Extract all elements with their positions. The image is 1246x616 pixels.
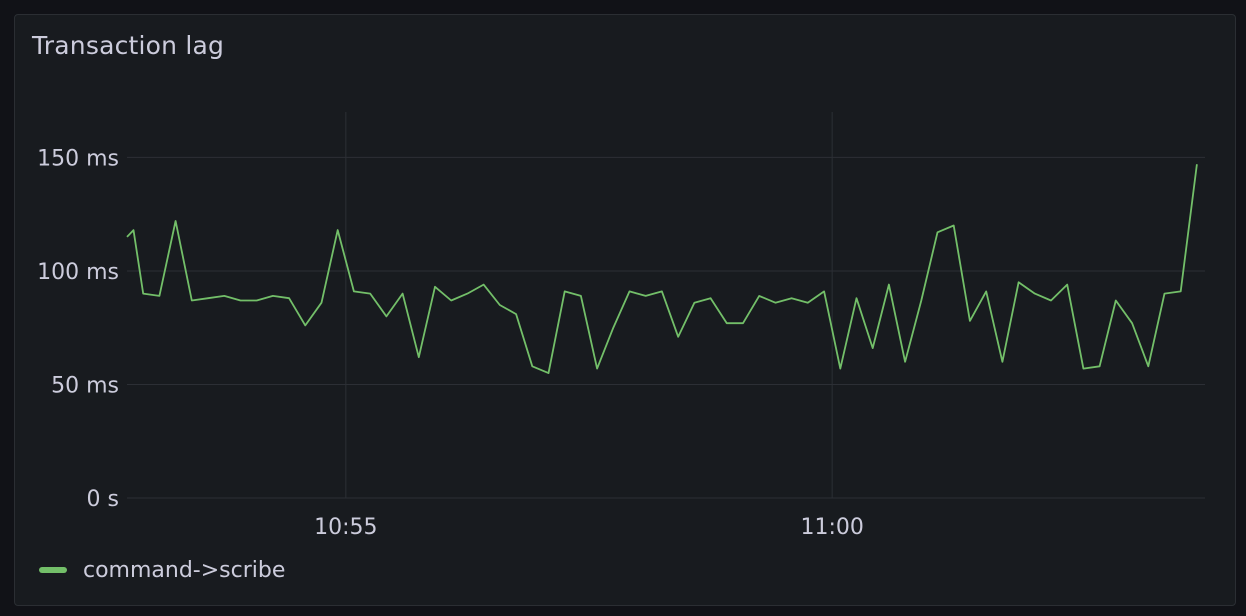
chart-panel: Transaction lag command->scribe (14, 14, 1236, 606)
legend-swatch-command-scribe[interactable] (39, 567, 67, 573)
data-point[interactable] (131, 227, 137, 233)
data-point[interactable] (1178, 288, 1184, 294)
data-point[interactable] (805, 300, 811, 306)
data-point[interactable] (497, 302, 503, 308)
data-point[interactable] (821, 288, 827, 294)
data-point[interactable] (335, 227, 341, 233)
panel-title[interactable]: Transaction lag (32, 31, 225, 60)
data-point[interactable] (1080, 366, 1086, 372)
data-point[interactable] (772, 300, 778, 306)
legend: command->scribe (39, 555, 285, 585)
y-tick-label: 50 ms (51, 373, 119, 398)
data-point[interactable] (935, 229, 941, 235)
y-tick-label: 150 ms (37, 146, 119, 171)
data-point[interactable] (286, 295, 292, 301)
data-point[interactable] (740, 320, 746, 326)
data-point[interactable] (432, 284, 438, 290)
data-point[interactable] (1048, 298, 1054, 304)
data-point[interactable] (1129, 320, 1135, 326)
data-point[interactable] (1162, 291, 1168, 297)
data-point[interactable] (594, 366, 600, 372)
data-point[interactable] (156, 293, 162, 299)
data-point[interactable] (691, 300, 697, 306)
data-point[interactable] (708, 295, 714, 301)
data-point[interactable] (724, 320, 730, 326)
data-point[interactable] (1064, 282, 1070, 288)
series-line-command-scribe[interactable] (126, 164, 1198, 375)
data-point[interactable] (189, 298, 195, 304)
data-point[interactable] (481, 282, 487, 288)
data-point[interactable] (529, 363, 535, 369)
data-point[interactable] (221, 293, 227, 299)
x-tick-label: 10:55 (314, 515, 377, 540)
y-tick-label: 0 s (87, 487, 119, 512)
data-point[interactable] (1113, 298, 1119, 304)
data-point[interactable] (951, 223, 957, 229)
data-point[interactable] (205, 295, 211, 301)
data-point[interactable] (173, 218, 179, 224)
data-point[interactable] (416, 354, 422, 360)
data-point[interactable] (870, 345, 876, 351)
data-point[interactable] (999, 359, 1005, 365)
data-point[interactable] (918, 298, 924, 304)
y-tick-label: 100 ms (37, 260, 119, 285)
data-point[interactable] (902, 359, 908, 365)
data-point[interactable] (270, 293, 276, 299)
data-point[interactable] (367, 291, 373, 297)
data-point[interactable] (643, 293, 649, 299)
data-point[interactable] (789, 295, 795, 301)
data-point[interactable] (854, 295, 860, 301)
data-point[interactable] (546, 370, 552, 376)
data-point[interactable] (238, 298, 244, 304)
data-point[interactable] (983, 288, 989, 294)
data-point[interactable] (400, 291, 406, 297)
data-point[interactable] (140, 291, 146, 297)
data-point[interactable] (1194, 161, 1200, 167)
data-point[interactable] (675, 334, 681, 340)
x-tick-label: 11:00 (800, 515, 863, 540)
data-point[interactable] (448, 298, 454, 304)
data-point[interactable] (756, 293, 762, 299)
data-point[interactable] (302, 322, 308, 328)
data-point[interactable] (1016, 279, 1022, 285)
data-point[interactable] (886, 282, 892, 288)
data-point[interactable] (464, 291, 470, 297)
legend-label-command-scribe[interactable]: command->scribe (83, 557, 286, 583)
data-point[interactable] (513, 311, 519, 317)
data-point[interactable] (627, 288, 633, 294)
data-point[interactable] (967, 318, 973, 324)
data-point[interactable] (351, 288, 357, 294)
data-point[interactable] (1145, 363, 1151, 369)
data-point[interactable] (319, 300, 325, 306)
data-point[interactable] (837, 366, 843, 372)
data-point[interactable] (578, 293, 584, 299)
data-point[interactable] (254, 298, 260, 304)
data-point[interactable] (383, 313, 389, 319)
data-point[interactable] (610, 325, 616, 331)
data-point[interactable] (659, 288, 665, 294)
data-point[interactable] (1097, 363, 1103, 369)
data-point[interactable] (124, 234, 130, 240)
data-point[interactable] (562, 288, 568, 294)
data-point[interactable] (1032, 291, 1038, 297)
